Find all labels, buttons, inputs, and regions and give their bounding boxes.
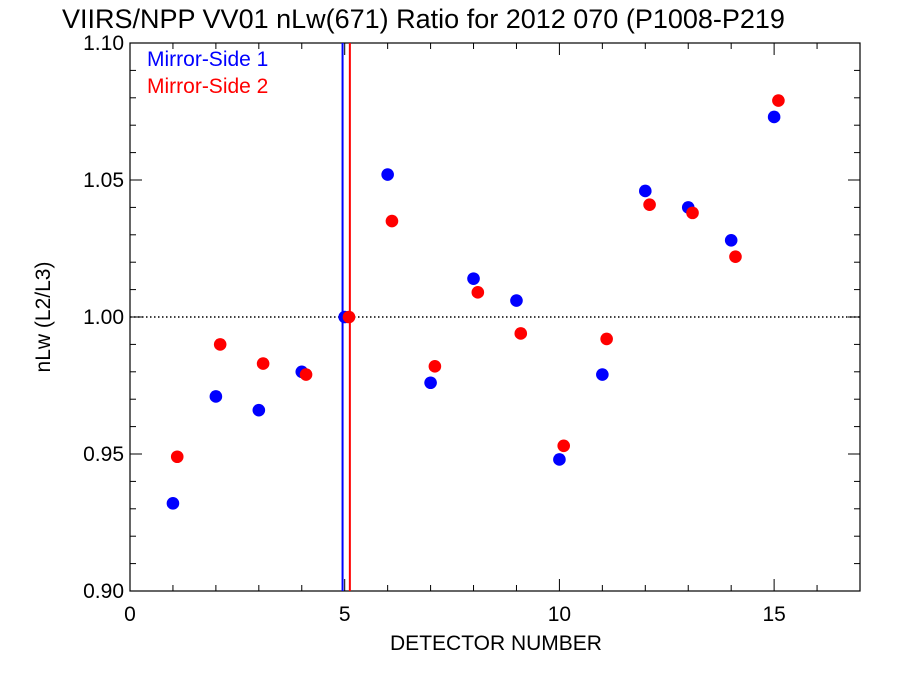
- x-tick-label: 10: [548, 603, 571, 626]
- data-point: [553, 453, 566, 466]
- data-point: [381, 168, 394, 181]
- y-axis-label: nLw (L2/L3): [32, 262, 55, 373]
- data-point: [643, 198, 656, 211]
- data-point: [510, 294, 523, 307]
- data-point: [767, 110, 781, 124]
- data-point: [772, 94, 785, 107]
- data-point: [209, 390, 223, 403]
- data-point: [724, 233, 738, 247]
- data-point: [557, 439, 571, 453]
- legend-entry: Mirror-Side 2: [147, 75, 268, 98]
- data-point: [467, 272, 480, 285]
- data-point: [170, 450, 184, 464]
- x-axis-label: DETECTOR NUMBER: [390, 632, 602, 655]
- chart-title: VIIRS/NPP VV01 nLw(671) Ratio for 2012 0…: [62, 4, 785, 34]
- data-point: [600, 332, 613, 346]
- series-1: [166, 110, 781, 510]
- y-tick-label: 1.00: [83, 306, 124, 329]
- legend-entry: Mirror-Side 1: [147, 48, 268, 71]
- data-point: [638, 184, 652, 198]
- data-point: [166, 497, 180, 510]
- series-2: [170, 94, 785, 464]
- data-point: [686, 206, 699, 220]
- data-point: [428, 360, 442, 373]
- legend: Mirror-Side 1 Mirror-Side 2: [147, 48, 268, 98]
- data-point: [252, 403, 266, 417]
- x-tick-label: 0: [124, 603, 136, 626]
- data-point: [385, 214, 399, 228]
- data-point: [213, 338, 227, 351]
- y-tick-label: 0.95: [83, 443, 124, 466]
- y-tick-label: 1.10: [83, 32, 124, 55]
- data-point: [596, 368, 609, 381]
- data-point: [514, 327, 528, 340]
- data-point: [342, 310, 356, 324]
- data-point: [424, 376, 437, 390]
- data-point: [299, 368, 313, 381]
- data-point: [471, 286, 485, 299]
- y-tick-label: 1.05: [83, 169, 124, 192]
- y-tick-label: 0.90: [83, 580, 124, 603]
- x-tick-label: 15: [762, 603, 785, 626]
- data-point: [729, 250, 742, 264]
- data-point: [256, 357, 270, 370]
- plot-area: 0 5 10 15 0.90 0.95 1.00 1.05 1.10: [83, 32, 861, 626]
- x-tick-label: 5: [339, 603, 351, 626]
